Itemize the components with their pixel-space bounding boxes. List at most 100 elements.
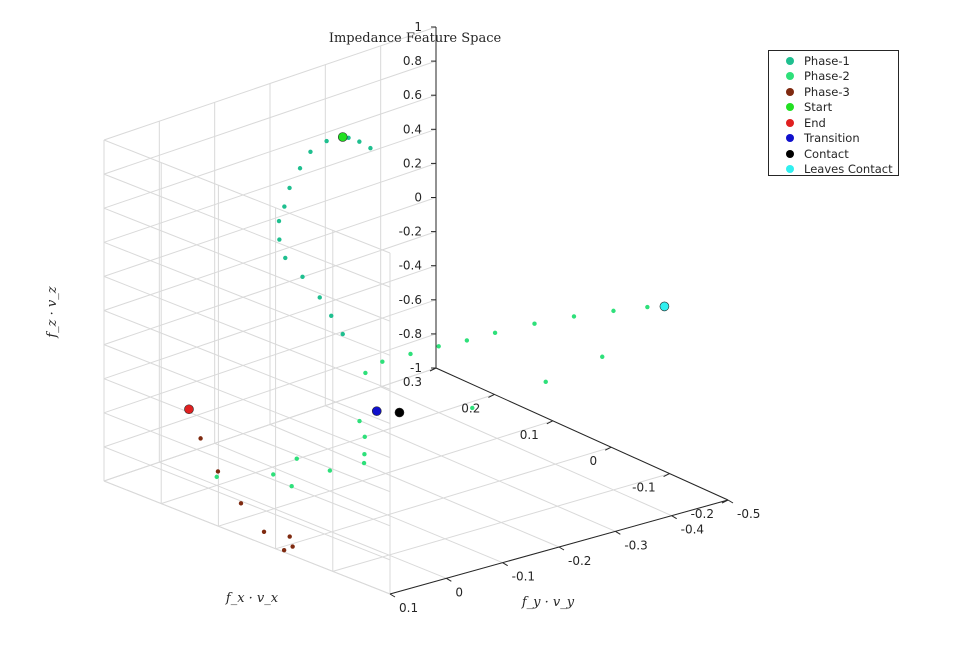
data-point — [361, 460, 367, 466]
y-tick-label: -0.4 — [681, 523, 704, 537]
wall-gridline — [103, 197, 437, 311]
floor-gridline — [159, 461, 447, 579]
legend: Phase-1 Phase-2 Phase-3 Start End Transition C… — [768, 50, 899, 176]
data-point — [470, 405, 475, 411]
y-tick-mark — [615, 530, 621, 535]
data-point — [659, 301, 670, 312]
data-point — [645, 304, 650, 310]
wall-gridline — [103, 367, 437, 482]
legend-swatch — [786, 118, 794, 127]
x-tick-label: -0.2 — [691, 507, 714, 521]
z-tick-label: -0.6 — [399, 293, 422, 307]
data-point — [290, 544, 295, 549]
x-tick-mark — [721, 499, 729, 504]
data-point — [532, 321, 537, 326]
y-tick-label: 0 — [455, 585, 463, 599]
legend-label: End — [804, 115, 826, 130]
wall-gridline — [103, 480, 391, 595]
x-tick-mark — [546, 420, 554, 425]
floor-gridline — [325, 405, 616, 532]
data-point — [611, 308, 616, 314]
legend-swatch — [786, 165, 794, 174]
legend-item: Transition — [769, 131, 898, 147]
data-point — [571, 314, 577, 319]
data-point — [380, 359, 385, 364]
y-tick-mark — [446, 577, 452, 582]
floor-gridline — [380, 386, 672, 517]
data-points — [184, 132, 670, 553]
wall-gridline — [103, 162, 437, 277]
legend-item: End — [769, 115, 898, 131]
y-tick-label: 0.1 — [399, 601, 418, 615]
z-tick-label: 0.6 — [403, 88, 422, 102]
wall-gridline — [103, 412, 391, 527]
z-tick-label: 0.4 — [403, 122, 422, 136]
floor-gridline — [214, 442, 503, 564]
z-tick-label: 0.2 — [403, 156, 422, 170]
data-point — [408, 351, 413, 357]
y-tick-mark — [671, 515, 677, 520]
z-axis-label: f_z · v_z — [45, 286, 60, 338]
legend-label: Phase-2 — [804, 69, 850, 84]
z-tick-label: -1 — [410, 361, 422, 375]
x-tick-mark — [604, 446, 612, 451]
y-tick-mark — [389, 593, 396, 598]
wall-gridline — [103, 207, 391, 322]
legend-label: Phase-1 — [804, 53, 850, 68]
x-tick-label: 0.3 — [403, 375, 422, 389]
data-point — [362, 434, 367, 440]
data-point — [271, 472, 276, 477]
y-tick-mark — [558, 546, 565, 551]
legend-label: Start — [804, 100, 833, 115]
y-tick-label: -0.3 — [624, 538, 647, 552]
legend-label: Leaves Contact — [804, 162, 893, 177]
x-tick-mark — [488, 393, 495, 398]
data-point — [329, 313, 334, 318]
wall-gridline — [103, 265, 437, 380]
data-point — [184, 404, 194, 415]
legend-item: Contact — [769, 146, 898, 162]
legend-swatch — [786, 134, 794, 143]
wall-gridline — [103, 310, 391, 424]
axes — [389, 26, 734, 598]
wall-gridline — [103, 128, 437, 243]
x-tick-label: 0.1 — [520, 428, 539, 442]
data-point — [289, 483, 294, 489]
wall-gridline — [103, 139, 391, 254]
data-point — [238, 501, 244, 506]
legend-swatch — [786, 72, 794, 81]
data-point — [282, 204, 287, 209]
legend-swatch — [786, 103, 794, 112]
data-point — [294, 456, 299, 461]
wall-gridline — [103, 60, 437, 175]
data-point — [368, 145, 373, 151]
data-point — [281, 548, 287, 553]
data-point — [600, 354, 605, 359]
data-point — [371, 406, 382, 416]
wall-gridline — [103, 241, 391, 356]
x-tick-mark — [663, 473, 670, 478]
data-point — [357, 418, 362, 424]
data-point — [337, 132, 348, 142]
legend-label: Transition — [804, 131, 860, 146]
y-tick-mark — [502, 562, 508, 567]
wall-gridline — [103, 344, 391, 459]
data-point — [276, 218, 282, 224]
y-tick-label: -0.5 — [737, 507, 760, 521]
data-point — [543, 379, 548, 385]
data-point — [394, 407, 405, 418]
legend-label: Phase-3 — [804, 84, 850, 99]
wall-gridline — [103, 94, 437, 209]
tick-labels: 0.3 0.2 0.1 0 -0.1 -0.2 0.1 0 -0.1 -0.2 -0.3 -0.4 -0… — [399, 20, 761, 615]
data-point — [297, 166, 303, 171]
wall-gridline — [103, 446, 391, 561]
legend-item: Leaves Contact — [769, 162, 898, 178]
data-point — [464, 338, 470, 343]
y-tick-mark — [727, 499, 734, 504]
chart-title: Impedance Feature Space — [329, 31, 502, 46]
wall-gridline — [103, 333, 437, 448]
wall-gridline — [103, 378, 391, 493]
legend-item: Phase-1 — [769, 53, 898, 69]
